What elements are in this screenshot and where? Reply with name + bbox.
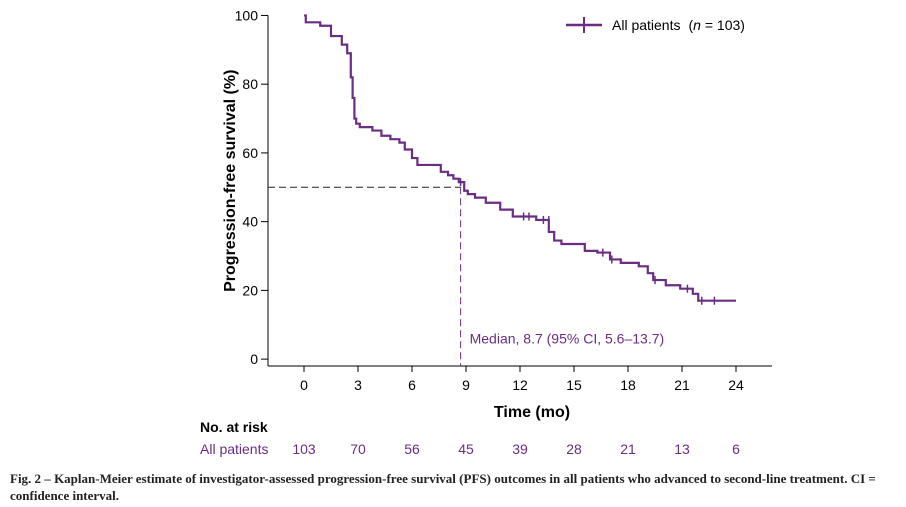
y-tick-label: 20: [242, 282, 258, 298]
risk-value: 103: [292, 441, 316, 457]
risk-values: 103 70 56 45 39 28 21 13 6: [292, 441, 740, 457]
legend-entry: All patients (n = 103): [612, 17, 745, 33]
y-tick-label: 0: [250, 351, 258, 367]
risk-value: 56: [404, 441, 420, 457]
y-axis-label: Progression-free survival (%): [222, 70, 239, 292]
risk-value: 6: [732, 441, 740, 457]
risk-table-title: No. at risk: [200, 419, 268, 435]
x-tick-label: 6: [408, 377, 416, 393]
risk-value: 13: [674, 441, 690, 457]
median-guides: [268, 186, 462, 366]
x-tick-label: 0: [300, 377, 308, 393]
y-ticks: 0 20 40 60 80 100: [235, 7, 268, 367]
legend: All patients (n = 103): [566, 17, 745, 33]
axes: 0 20 40 60 80 100 0 3 6 9 12 15 18 21 24 Progression-…: [222, 7, 772, 421]
risk-value: 39: [512, 441, 528, 457]
risk-value: 21: [620, 441, 636, 457]
x-tick-label: 18: [620, 377, 636, 393]
legend-n-text: = 103): [701, 17, 745, 33]
y-tick-label: 80: [242, 76, 258, 92]
figure-caption: Fig. 2 – Kaplan-Meier estimate of invest…: [10, 470, 896, 504]
y-tick-label: 100: [235, 7, 259, 23]
y-tick-label: 40: [242, 214, 258, 230]
x-axis-label: Time (mo): [494, 404, 570, 421]
series-layer: [304, 14, 736, 305]
median-label: Median, 8.7 (95% CI, 5.6–13.7): [470, 331, 665, 347]
legend-n: n: [693, 17, 701, 33]
x-tick-label: 12: [512, 377, 528, 393]
km-chart: 0 20 40 60 80 100 0 3 6 9 12 15 18 21 24 Progression-…: [200, 7, 772, 457]
figure-label: Fig. 2 –: [10, 471, 55, 486]
y-tick-label: 60: [242, 145, 258, 161]
caption-text: Kaplan-Meier estimate of investigator-as…: [10, 471, 876, 503]
x-tick-label: 3: [354, 377, 362, 393]
x-tick-label: 15: [566, 377, 582, 393]
legend-open-paren: (: [688, 17, 693, 33]
km-survival-curve: [304, 14, 736, 302]
x-tick-label: 9: [462, 377, 470, 393]
risk-table: No. at risk All patients 103 70 56 45 39 28 21…: [200, 419, 740, 457]
x-tick-label: 21: [674, 377, 690, 393]
x-tick-label: 24: [728, 377, 744, 393]
legend-label: All patients: [612, 17, 680, 33]
risk-value: 70: [350, 441, 366, 457]
x-ticks: 0 3 6 9 12 15 18 21 24: [300, 366, 744, 393]
risk-value: 28: [566, 441, 582, 457]
risk-row-label: All patients: [200, 441, 268, 457]
risk-value: 45: [458, 441, 474, 457]
